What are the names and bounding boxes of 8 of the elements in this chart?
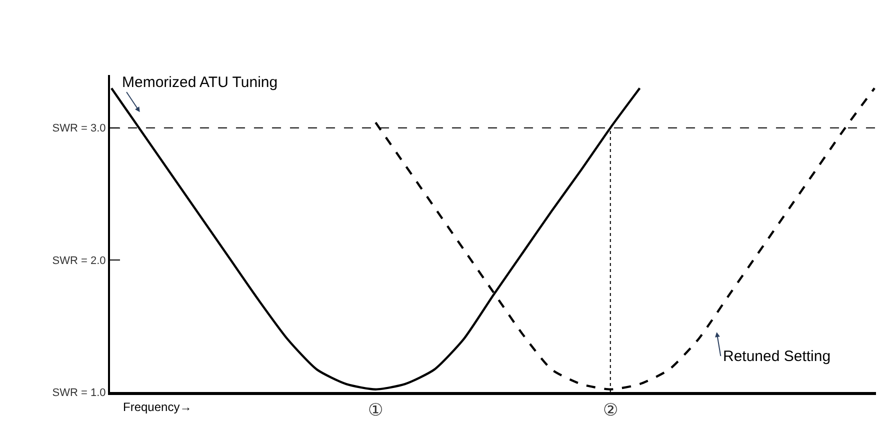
annotation: Memorized ATU Tuning [122, 74, 278, 91]
x-tick-label: ② [602, 400, 618, 420]
y-tick-label: SWR = 1.0 [52, 386, 106, 399]
y-tick-label: SWR = 3.0 [52, 122, 106, 135]
x-tick-label: ① [368, 400, 384, 420]
x-axis-title: Frequency→ [123, 400, 192, 414]
annotation: Retuned Setting [723, 348, 831, 365]
y-tick-label: SWR = 2.0 [52, 254, 106, 267]
